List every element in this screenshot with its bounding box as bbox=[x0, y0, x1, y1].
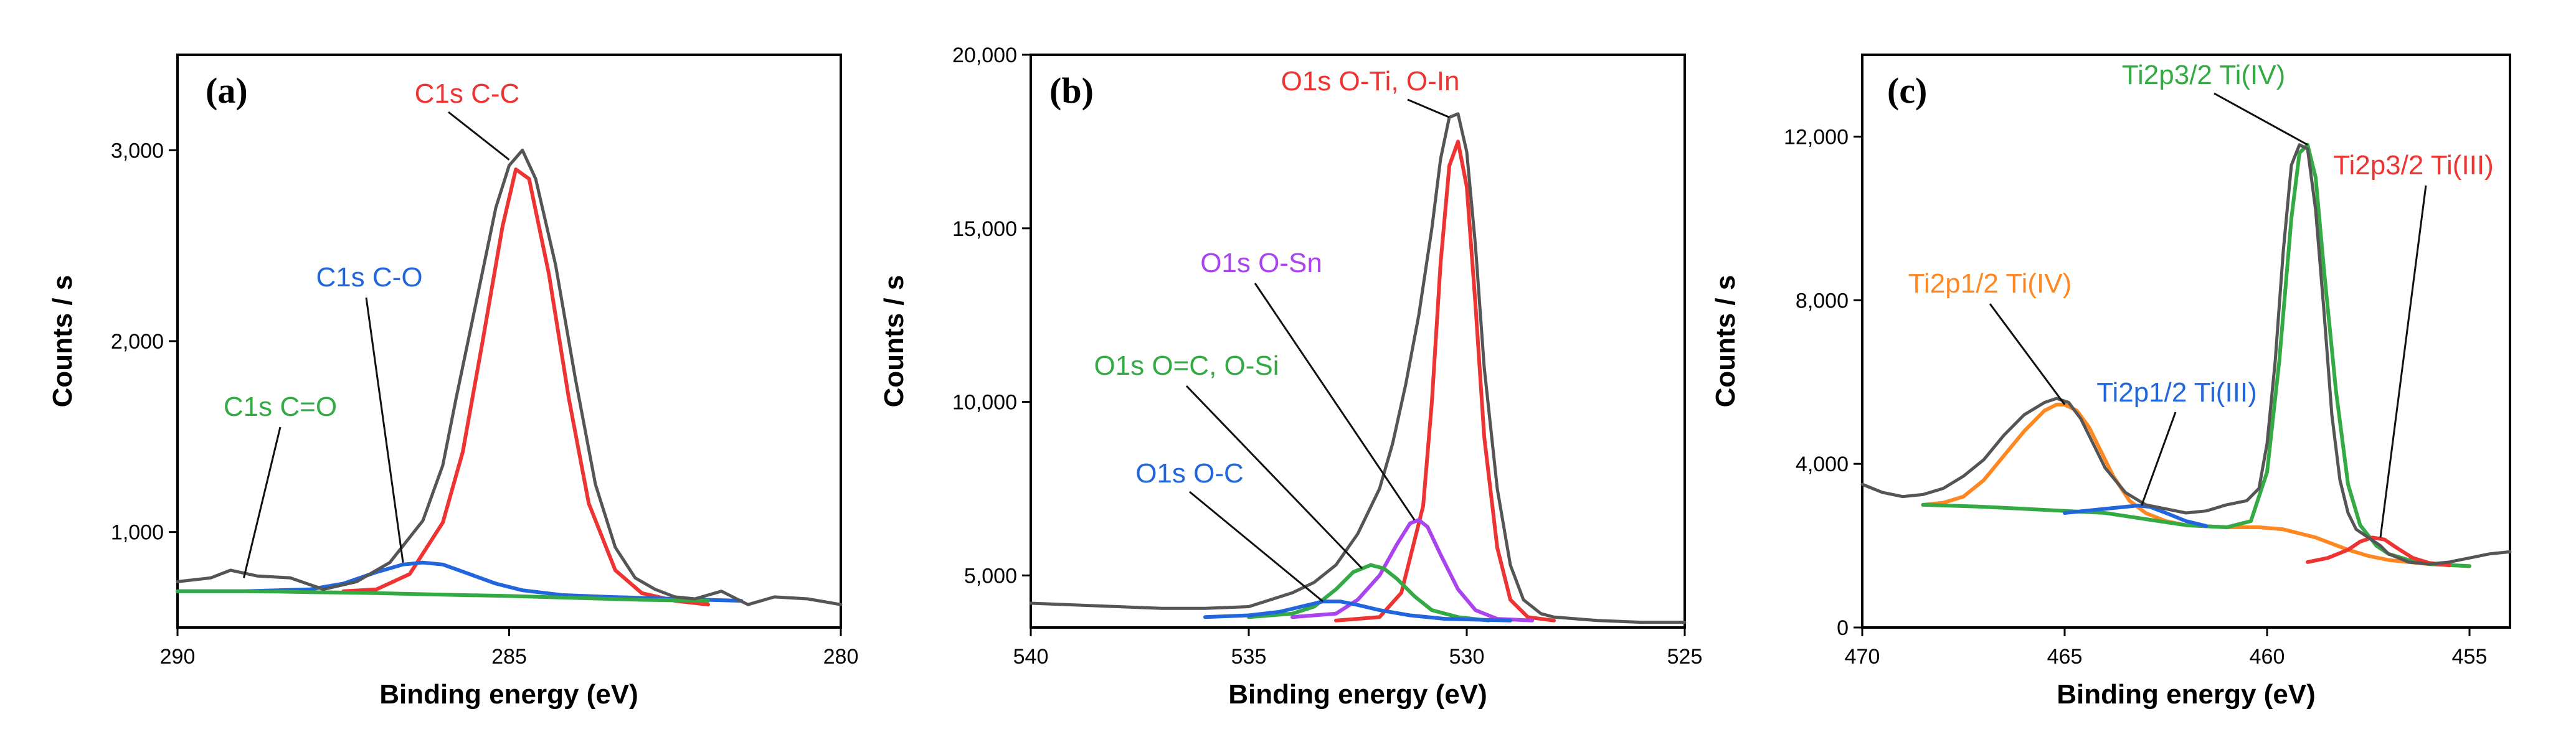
annotation-label: Ti2p1/2 Ti(III) bbox=[2096, 377, 2257, 408]
annotation-leaders bbox=[1989, 92, 2427, 538]
x-tick-label: 285 bbox=[491, 645, 527, 669]
x-tick-label: 540 bbox=[1013, 645, 1049, 669]
plot-frame bbox=[1030, 54, 1686, 629]
axis-ticks: 470 465 460 455 0 4,000 8,000 12,000 bbox=[1784, 125, 2487, 669]
y-axis-title: Counts / s bbox=[879, 275, 909, 408]
measured-spectrum-line bbox=[176, 148, 843, 606]
panel-label: (b) bbox=[1049, 70, 1094, 111]
annotation-leader-line bbox=[1185, 385, 1363, 570]
x-axis-title: Binding energy (eV) bbox=[1228, 679, 1487, 710]
annotation-label: O1s O-C bbox=[1135, 458, 1244, 489]
y-axis-title: Counts / s bbox=[1710, 275, 1741, 408]
annotation-label: C1s C=O bbox=[224, 392, 337, 422]
panel-a: 290 285 280 1,000 2,000 3,000 (a) Binding ene… bbox=[47, 54, 858, 710]
plot-frame bbox=[176, 54, 842, 629]
y-tick-label: 8,000 bbox=[1796, 289, 1849, 313]
y-tick-label: 1,000 bbox=[111, 521, 164, 545]
fit-line-ti2p3-2-ti-iv bbox=[1921, 143, 2471, 568]
annotation-leader-line bbox=[2141, 411, 2177, 506]
panel-c: 470 465 460 455 0 4,000 8,000 12,000 (c) Bindin… bbox=[1710, 54, 2512, 710]
x-tick-label: 460 bbox=[2250, 645, 2285, 669]
y-tick-label: 3,000 bbox=[111, 139, 164, 162]
x-tick-label: 525 bbox=[1667, 645, 1703, 669]
x-tick-label: 470 bbox=[1845, 645, 1880, 669]
annotation-leader-line bbox=[448, 111, 510, 161]
fit-line-ti2p3-2-ti-iii bbox=[2306, 535, 2451, 568]
annotation-leader-line bbox=[1989, 303, 2066, 405]
y-tick-label: 5,000 bbox=[964, 564, 1017, 588]
annotation-leader-line bbox=[1407, 98, 1450, 118]
fit-line-o1s-o-ti-o-in bbox=[1334, 139, 1556, 623]
fit-line-o1s-o-c-o-si bbox=[1247, 563, 1490, 623]
annotation-label: C1s C-O bbox=[316, 262, 422, 293]
annotation-label: O1s O-Sn bbox=[1200, 248, 1322, 278]
annotation-label: Ti2p3/2 Ti(III) bbox=[2333, 150, 2494, 181]
y-tick-label: 2,000 bbox=[111, 330, 164, 354]
y-tick-label: 10,000 bbox=[952, 391, 1017, 415]
annotation-leader-line bbox=[243, 426, 282, 578]
annotation-label: O1s O=C, O-Si bbox=[1094, 350, 1279, 381]
fit-line-ti2p1-2-ti-iii bbox=[2063, 504, 2209, 528]
y-tick-label: 12,000 bbox=[1784, 125, 1849, 149]
x-axis-title: Binding energy (eV) bbox=[2057, 679, 2316, 710]
annotation-label: Ti2p1/2 Ti(IV) bbox=[1908, 268, 2072, 299]
y-tick-label: 4,000 bbox=[1796, 453, 1849, 476]
y-tick-label: 15,000 bbox=[952, 217, 1017, 241]
axis-ticks: 540 535 530 525 5,000 10,000 15,000 20,000 bbox=[952, 44, 1702, 669]
annotation-leader-line bbox=[2214, 92, 2308, 146]
panel-label: (a) bbox=[206, 70, 248, 111]
y-tick-label: 20,000 bbox=[952, 44, 1017, 67]
y-tick-label: 0 bbox=[1837, 616, 1849, 640]
x-tick-label: 280 bbox=[823, 645, 859, 669]
annotation-leader-line bbox=[1254, 283, 1416, 520]
spectra bbox=[1029, 112, 1687, 624]
measured-spectrum-line bbox=[1860, 143, 2512, 566]
annotation-leader-line bbox=[2379, 185, 2427, 538]
fit-line-o1s-o-c bbox=[1203, 599, 1512, 623]
annotation-leader-line bbox=[1189, 491, 1324, 603]
x-tick-label: 530 bbox=[1449, 645, 1485, 669]
spectra bbox=[176, 148, 843, 607]
panel-label: (c) bbox=[1887, 70, 1927, 111]
fit-line-o1s-o-sn bbox=[1290, 518, 1534, 623]
measured-spectrum-line bbox=[1029, 112, 1687, 624]
spectra bbox=[1860, 143, 2512, 568]
annotation-leader-line bbox=[365, 297, 404, 563]
annotation-label: C1s C-C bbox=[415, 78, 520, 109]
annotation-leaders bbox=[243, 111, 510, 578]
plot-frame bbox=[1861, 54, 2511, 629]
fit-line-c1s-c-c bbox=[341, 167, 710, 607]
annotation-leaders bbox=[1185, 98, 1450, 603]
x-tick-label: 455 bbox=[2452, 645, 2488, 669]
x-tick-label: 535 bbox=[1231, 645, 1267, 669]
axis-ticks: 290 285 280 1,000 2,000 3,000 bbox=[111, 139, 858, 669]
fit-line-c1s-c-o bbox=[176, 589, 710, 603]
annotation-label: O1s O-Ti, O-In bbox=[1281, 66, 1460, 96]
x-axis-title: Binding energy (eV) bbox=[379, 679, 638, 710]
y-axis-title: Counts / s bbox=[47, 275, 78, 408]
annotation-label: Ti2p3/2 Ti(IV) bbox=[2122, 60, 2285, 90]
x-tick-label: 465 bbox=[2047, 645, 2083, 669]
x-tick-label: 290 bbox=[160, 645, 196, 669]
